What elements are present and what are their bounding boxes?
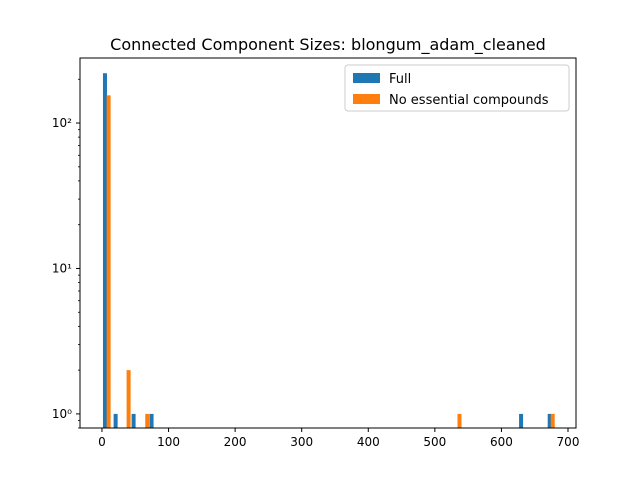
- bar-s1-1: [126, 370, 131, 428]
- y-tick-label-2: 10²: [52, 116, 72, 130]
- legend-swatch-1: [353, 94, 380, 104]
- x-tick-label-6: 600: [490, 435, 513, 449]
- bar-s1-2: [145, 413, 150, 428]
- bar-s0-4: [519, 413, 524, 428]
- x-tick-label-1: 100: [157, 435, 180, 449]
- x-tick-label-4: 400: [357, 435, 380, 449]
- x-tick-label-7: 700: [557, 435, 580, 449]
- legend-box: [344, 64, 570, 112]
- bar-s1-4: [550, 413, 555, 428]
- bar-s0-5: [547, 413, 552, 428]
- x-tick-label-3: 300: [290, 435, 313, 449]
- bar-s1-0: [106, 95, 111, 428]
- legend-label-0: Full: [389, 72, 411, 87]
- x-tick-label-5: 500: [423, 435, 446, 449]
- legend-swatch-0: [353, 73, 380, 83]
- x-tick-label-0: 0: [98, 435, 106, 449]
- x-axis: 0 100 200 300 400 500 600 700: [98, 428, 579, 449]
- bar-s0-2: [131, 413, 136, 428]
- y-tick-label-1: 10¹: [52, 261, 72, 275]
- bars-layer: [102, 73, 555, 428]
- bar-s1-3: [457, 413, 462, 428]
- bar-s0-1: [113, 413, 118, 428]
- x-tick-label-2: 200: [224, 435, 247, 449]
- plot-frame: [79, 57, 577, 429]
- legend-label-1: No essential compounds: [389, 93, 549, 108]
- legend: Full No essential compounds: [344, 64, 570, 112]
- bar-s0-0: [102, 73, 107, 428]
- chart-title: Connected Component Sizes: blongum_adam_…: [110, 35, 546, 55]
- y-tick-label-0: 10⁰: [52, 407, 72, 421]
- bar-s0-3: [149, 413, 154, 428]
- y-axis: 10⁰ 10¹ 10²: [52, 78, 80, 429]
